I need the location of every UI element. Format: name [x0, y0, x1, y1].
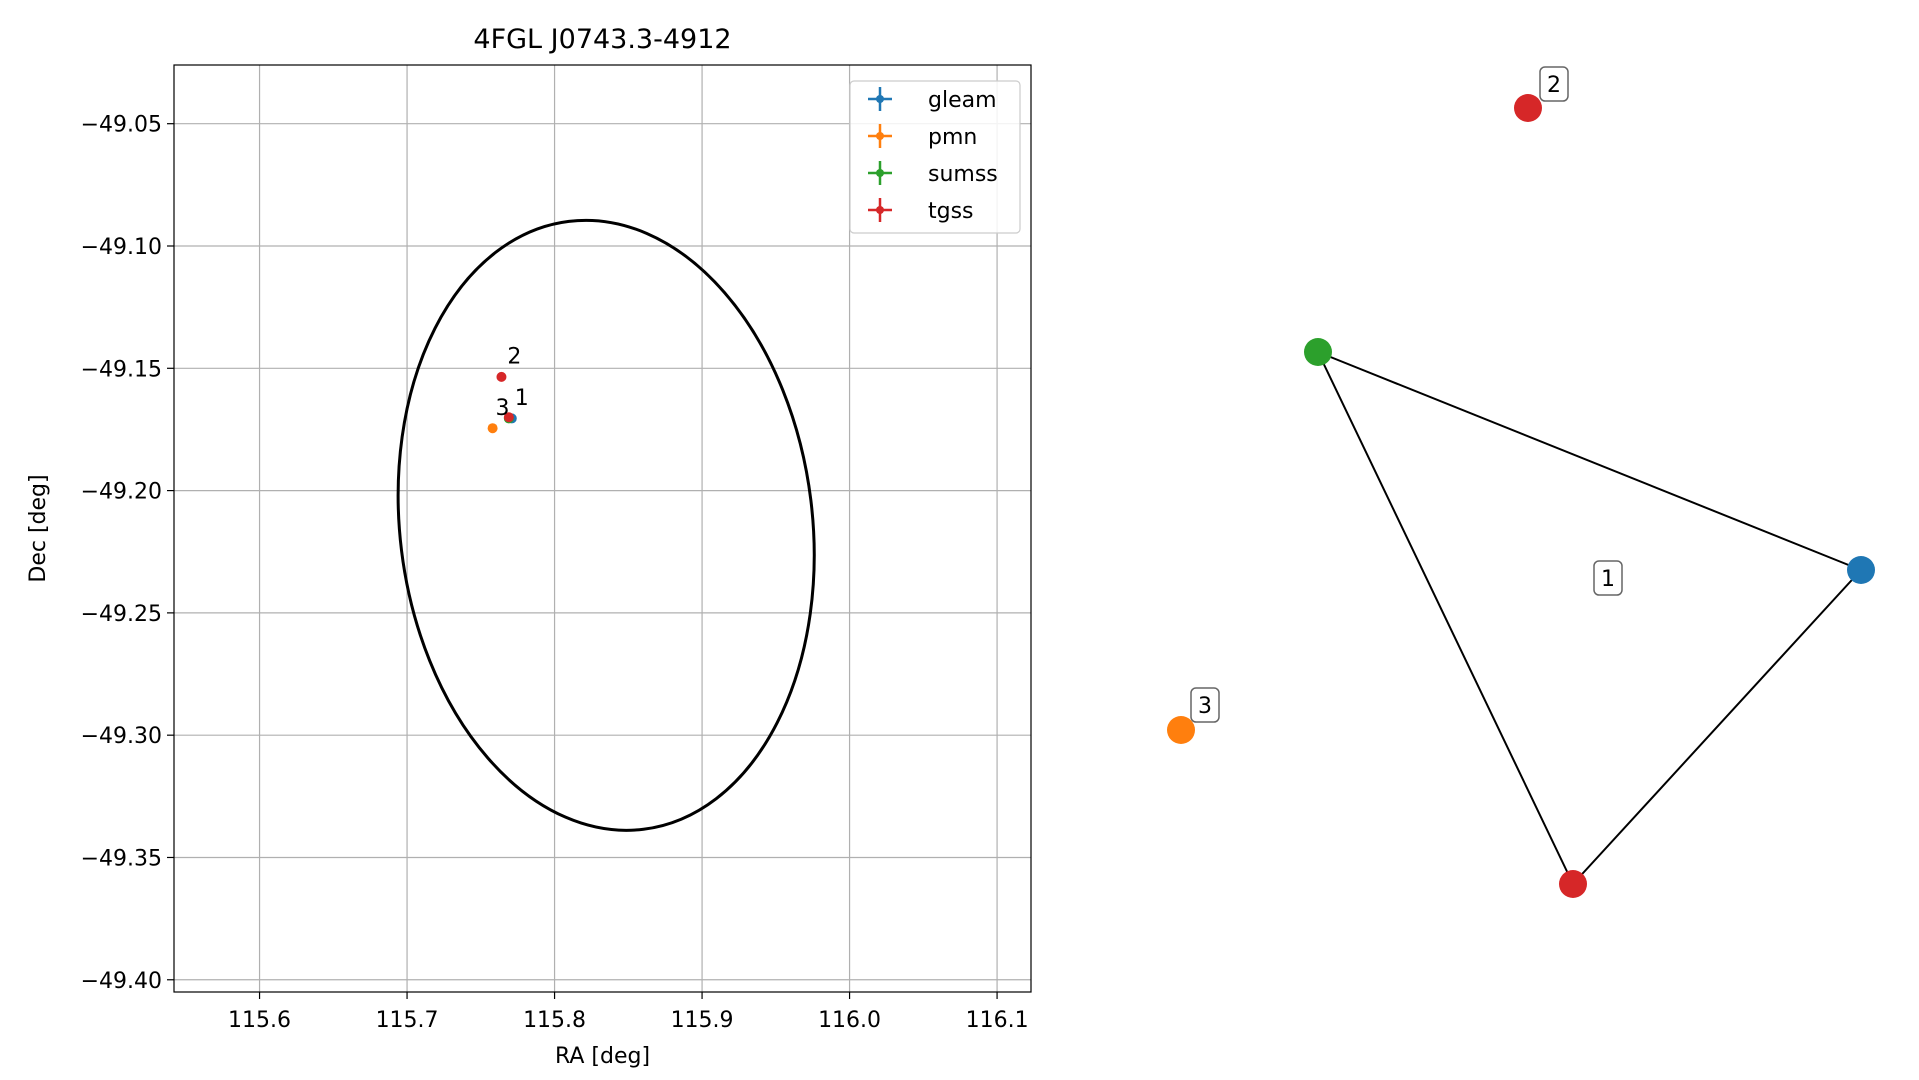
graph-label: 2	[1539, 66, 1569, 102]
point-annotation: 2	[507, 344, 521, 369]
annotation-layer: 1 2 3	[496, 344, 529, 420]
graph-edges	[1317, 351, 1862, 885]
scatter-chart: 1 2 3 115.6 115.7 115.8 115.9 116.0 116.1 −49.0…	[26, 24, 1032, 1069]
graph-node-tgss_a	[1514, 94, 1542, 122]
y-tick-label: −49.05	[81, 113, 162, 138]
y-tick-label: −49.20	[81, 480, 162, 505]
x-axis-ticks: 115.6 115.7 115.8 115.9 116.0 116.1	[228, 992, 1029, 1033]
x-tick-label: 115.9	[671, 1008, 734, 1033]
legend-label: gleam	[928, 88, 997, 113]
graph-edge	[1572, 569, 1862, 885]
pmn-point	[487, 423, 498, 434]
graph-label-box	[1593, 560, 1623, 596]
y-tick-label: −49.10	[81, 235, 162, 260]
graph-label-box	[1190, 687, 1220, 723]
graph-node-pmn	[1167, 716, 1195, 744]
y-axis-label: Dec [deg]	[26, 474, 51, 582]
y-tick-label: −49.40	[81, 969, 162, 994]
graph-node-tgss_b	[1559, 870, 1587, 898]
legend-label: sumss	[928, 162, 998, 187]
y-tick-label: −49.15	[81, 357, 162, 382]
legend-marker	[876, 132, 884, 140]
points-layer	[487, 371, 517, 434]
legend-item: tgss	[868, 198, 974, 224]
legend-item: pmn	[868, 124, 977, 150]
graph-label-text: 1	[1601, 567, 1615, 592]
graph-node-gleam	[1847, 556, 1875, 584]
graph-nodes	[1167, 94, 1875, 898]
graph-labels: 1 2 3	[1190, 66, 1623, 723]
legend: gleam pmn sumss tgss	[849, 80, 1021, 234]
tgss-point	[503, 412, 514, 423]
graph-label: 3	[1190, 687, 1220, 723]
y-tick-label: −49.25	[81, 602, 162, 627]
chart-title: 4FGL J0743.3-4912	[473, 24, 731, 55]
x-tick-label: 115.8	[523, 1008, 586, 1033]
legend-label: tgss	[928, 199, 974, 224]
graph-edge	[1317, 351, 1574, 885]
axes-frame	[173, 64, 1032, 993]
graph-label: 1	[1593, 560, 1623, 596]
legend-label: pmn	[928, 125, 977, 150]
x-tick-label: 116.0	[818, 1008, 881, 1033]
y-axis-ticks: −49.05 −49.10 −49.15 −49.20 −49.25 −49.30 −49.…	[81, 113, 174, 994]
point-annotation: 3	[496, 396, 510, 421]
legend-marker	[876, 206, 884, 214]
legend-item: sumss	[868, 161, 998, 187]
y-tick-label: −49.35	[81, 846, 162, 871]
graph-diagram: 1 2 3	[1167, 66, 1875, 898]
graph-label-text: 2	[1547, 73, 1561, 98]
tgss-point	[496, 371, 507, 382]
x-axis-label: RA [deg]	[555, 1044, 650, 1069]
legend-marker	[876, 169, 884, 177]
graph-edge	[1317, 351, 1862, 571]
graph-label-box	[1539, 66, 1569, 102]
legend-item: gleam	[868, 87, 997, 113]
x-tick-label: 115.7	[376, 1008, 439, 1033]
y-tick-label: −49.30	[81, 724, 162, 749]
point-annotation: 1	[515, 386, 529, 411]
legend-marker	[876, 95, 884, 103]
x-tick-label: 116.1	[966, 1008, 1029, 1033]
graph-node-sumss	[1304, 338, 1332, 366]
ellipse-layer	[396, 218, 816, 832]
error-ellipse	[396, 218, 816, 832]
legend-frame	[849, 80, 1021, 234]
x-tick-label: 115.6	[228, 1008, 291, 1033]
graph-label-text: 3	[1198, 694, 1212, 719]
